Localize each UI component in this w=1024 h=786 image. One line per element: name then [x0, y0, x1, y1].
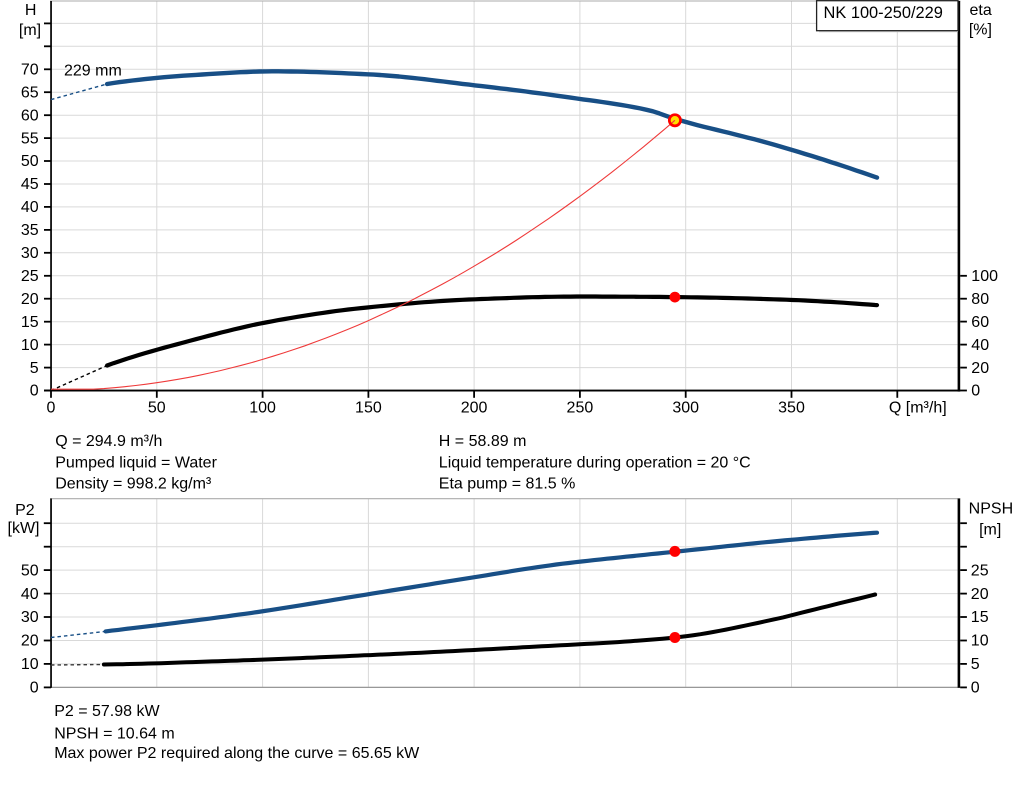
svg-text:60: 60 [971, 314, 989, 331]
svg-text:0: 0 [30, 680, 39, 697]
svg-text:300: 300 [672, 400, 699, 417]
svg-text:5: 5 [30, 360, 39, 377]
svg-text:65: 65 [21, 84, 39, 101]
svg-text:50: 50 [21, 562, 39, 579]
svg-text:60: 60 [21, 107, 39, 124]
svg-text:0: 0 [30, 383, 39, 400]
svg-text:H: H [25, 2, 37, 19]
svg-text:Pumped liquid = Water: Pumped liquid = Water [55, 454, 217, 471]
svg-text:NPSH = 10.64 m: NPSH = 10.64 m [54, 725, 175, 742]
svg-text:20: 20 [971, 586, 989, 603]
svg-text:20: 20 [21, 291, 39, 308]
svg-text:40: 40 [971, 337, 989, 354]
svg-text:Liquid temperature during oper: Liquid temperature during operation = 20… [439, 454, 751, 471]
svg-text:P2: P2 [15, 502, 35, 519]
svg-text:350: 350 [778, 400, 805, 417]
svg-text:eta: eta [969, 2, 991, 19]
svg-text:10: 10 [21, 337, 39, 354]
svg-text:10: 10 [21, 656, 39, 673]
svg-text:0: 0 [971, 383, 980, 400]
svg-text:15: 15 [21, 314, 39, 331]
svg-text:40: 40 [21, 586, 39, 603]
svg-text:[kW]: [kW] [8, 520, 40, 537]
svg-text:30: 30 [21, 609, 39, 626]
svg-text:100: 100 [249, 400, 276, 417]
svg-text:45: 45 [21, 176, 39, 193]
svg-text:40: 40 [21, 199, 39, 216]
svg-text:55: 55 [21, 130, 39, 147]
svg-text:NK 100-250/229: NK 100-250/229 [824, 4, 943, 22]
svg-text:20: 20 [21, 633, 39, 650]
svg-text:25: 25 [21, 268, 39, 285]
svg-text:15: 15 [971, 609, 989, 626]
svg-text:[m]: [m] [979, 522, 1001, 539]
svg-text:20: 20 [971, 360, 989, 377]
svg-text:25: 25 [971, 562, 989, 579]
svg-text:NPSH: NPSH [969, 500, 1013, 517]
svg-text:70: 70 [21, 62, 39, 79]
svg-text:30: 30 [21, 245, 39, 262]
svg-text:10: 10 [971, 633, 989, 650]
svg-text:250: 250 [567, 400, 594, 417]
svg-text:150: 150 [355, 400, 382, 417]
svg-text:Density = 998.2 kg/m³: Density = 998.2 kg/m³ [55, 476, 212, 493]
svg-text:P2 = 57.98 kW: P2 = 57.98 kW [54, 703, 160, 720]
svg-text:200: 200 [461, 400, 488, 417]
svg-text:[m]: [m] [19, 22, 41, 39]
svg-text:100: 100 [971, 268, 998, 285]
svg-text:Q = 294.9 m³/h: Q = 294.9 m³/h [55, 433, 162, 450]
svg-text:Eta pump = 81.5 %: Eta pump = 81.5 % [439, 476, 576, 493]
svg-text:50: 50 [148, 400, 166, 417]
svg-text:Q [m³/h]: Q [m³/h] [889, 400, 947, 417]
svg-text:0: 0 [47, 400, 56, 417]
svg-text:H = 58.89 m: H = 58.89 m [439, 433, 527, 450]
svg-text:50: 50 [21, 153, 39, 170]
svg-text:0: 0 [971, 680, 980, 697]
svg-text:5: 5 [971, 656, 980, 673]
svg-text:35: 35 [21, 222, 39, 239]
svg-text:Max power P2 required along th: Max power P2 required along the curve = … [54, 745, 420, 762]
svg-text:[%]: [%] [969, 22, 992, 39]
svg-text:80: 80 [971, 291, 989, 308]
svg-text:229 mm: 229 mm [64, 62, 122, 79]
